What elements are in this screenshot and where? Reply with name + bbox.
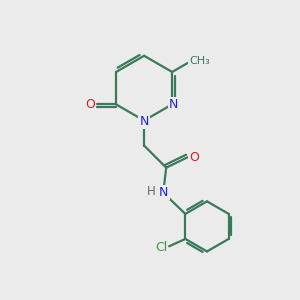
Text: Cl: Cl (155, 241, 167, 254)
Text: H: H (146, 185, 155, 198)
Text: CH₃: CH₃ (189, 56, 210, 66)
Text: N: N (159, 186, 169, 199)
Text: N: N (169, 98, 178, 111)
Text: O: O (85, 98, 95, 111)
Text: O: O (189, 151, 199, 164)
Text: N: N (140, 115, 149, 128)
